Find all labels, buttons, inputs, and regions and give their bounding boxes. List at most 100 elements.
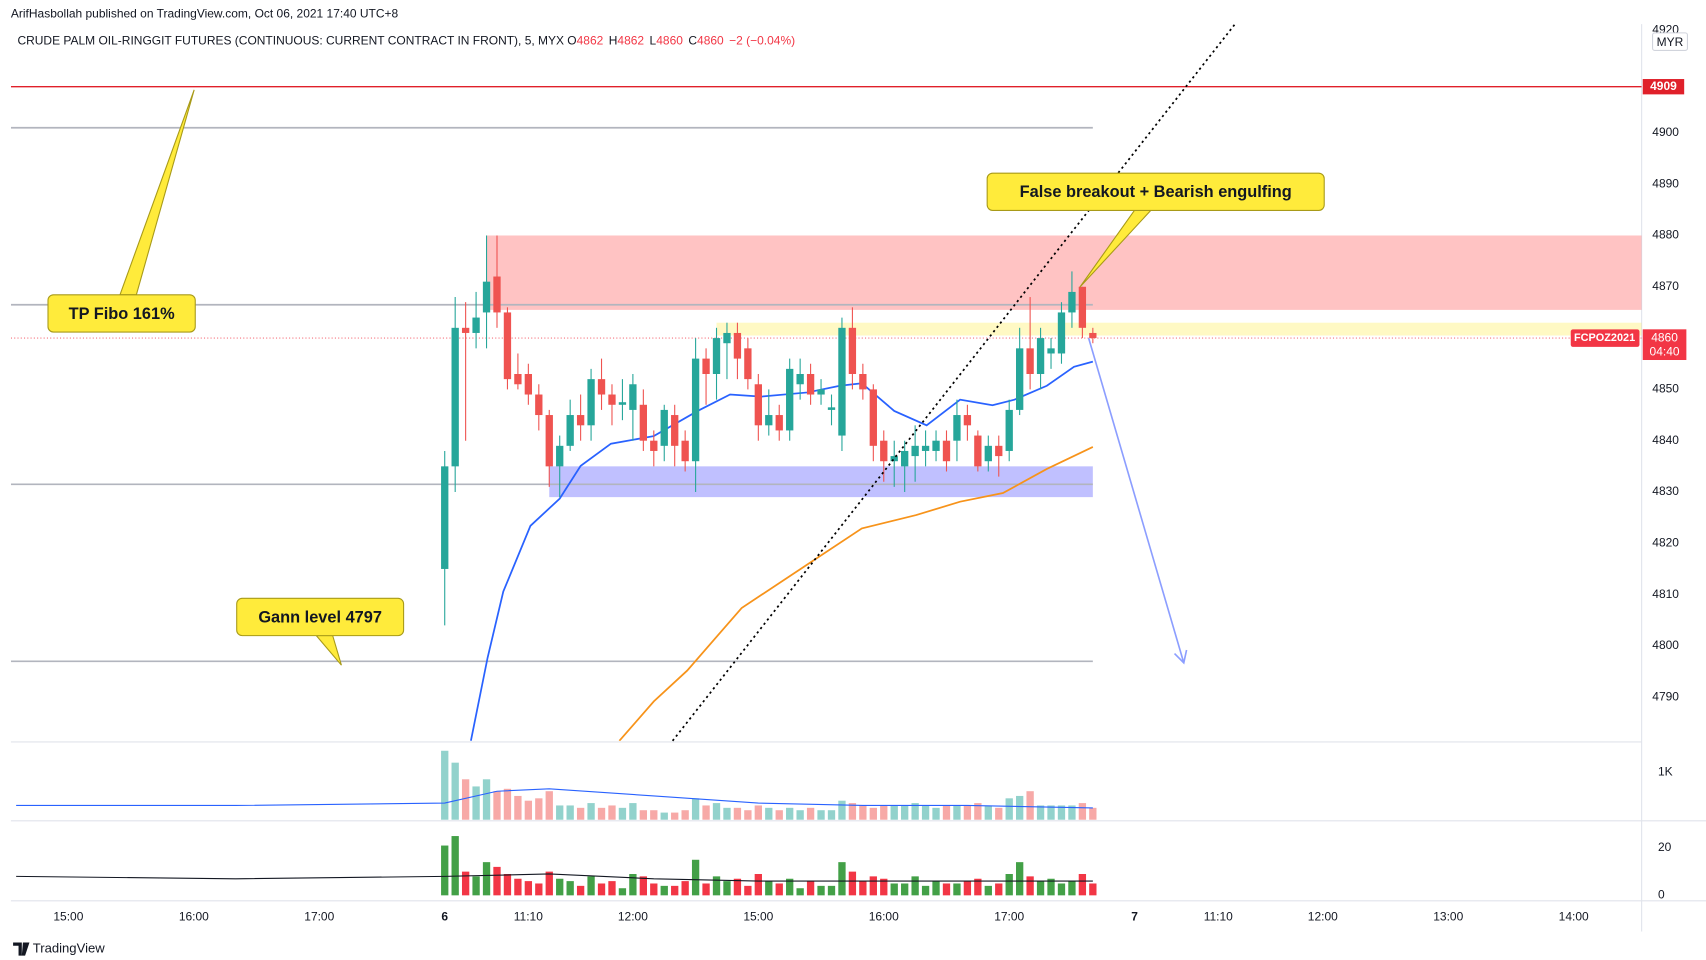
y-tick-label: 4890	[1652, 176, 1679, 190]
level-price-label: 4909	[1650, 79, 1677, 93]
volume-bar	[639, 810, 647, 820]
y-tick-label: 4800	[1652, 638, 1679, 652]
candle-body	[890, 456, 898, 462]
indicator-bar	[1057, 883, 1066, 896]
candle-body	[963, 415, 972, 426]
x-tick-label: 14:00	[1559, 909, 1589, 923]
indicator-bar	[587, 876, 595, 896]
y-tick-label: 4850	[1652, 382, 1679, 396]
candle-body	[1068, 291, 1076, 313]
candle-body	[911, 445, 919, 457]
symbol: CRUDE PALM OIL-RINGGIT FUTURES (CONTINUO…	[17, 34, 564, 48]
volume-bar	[890, 805, 898, 820]
volume-bar	[493, 791, 501, 820]
volume-tick-label: 1K	[1658, 764, 1673, 778]
volume-bar	[1016, 795, 1024, 820]
volume-bar	[597, 807, 606, 820]
volume-bar	[817, 810, 825, 820]
indicator-bar	[608, 881, 616, 896]
candle-body	[472, 317, 480, 333]
x-tick-label: 6	[441, 909, 448, 923]
indicator-tick-label: 0	[1658, 887, 1665, 901]
candle-body	[1078, 286, 1087, 328]
volume-bar	[535, 798, 543, 820]
candle-body	[660, 409, 668, 446]
x-tick-label: 15:00	[743, 909, 773, 923]
indicator-bar	[629, 873, 637, 896]
volume-bar	[796, 810, 804, 820]
symbol-label: FCPOZ2021	[1574, 332, 1635, 344]
candle-body	[441, 466, 449, 569]
candle-body	[859, 374, 867, 390]
candle-body	[587, 379, 595, 426]
volume-bar	[932, 807, 940, 820]
candle-body	[493, 276, 501, 313]
indicator-bar	[723, 881, 731, 896]
volume-bar	[869, 807, 877, 820]
x-tick-label: 15:00	[53, 909, 83, 923]
moving-average	[470, 360, 1094, 741]
candle-body	[921, 445, 930, 451]
candle-body	[1036, 338, 1045, 375]
callout-text: Gann level 4797	[258, 608, 382, 626]
candle-body	[775, 415, 783, 431]
volume-bar	[524, 800, 533, 820]
x-tick-label: 11:10	[514, 909, 543, 923]
candle-body	[953, 415, 961, 441]
volume-bar	[744, 810, 752, 820]
arrow-head	[1173, 649, 1188, 665]
indicator-bar	[681, 881, 689, 896]
candle-body	[712, 338, 721, 375]
volume-bar	[953, 805, 961, 820]
candle-body	[514, 374, 522, 385]
indicator-bar	[566, 881, 574, 896]
volume-bar	[691, 798, 700, 820]
indicator-bar	[639, 876, 647, 896]
volume-bar	[838, 800, 846, 820]
volume-bar	[482, 779, 491, 820]
indicator-bar	[995, 883, 1003, 896]
candle-body	[545, 415, 553, 467]
volume-ma	[16, 788, 1093, 809]
candle-body	[535, 394, 543, 416]
indicator-bar	[744, 885, 752, 896]
indicator-bar	[890, 883, 898, 896]
indicator-bar	[733, 878, 742, 896]
candle-body	[597, 379, 606, 395]
indicator-bar	[1068, 881, 1076, 896]
indicator-bar	[503, 873, 512, 896]
candle-body	[827, 407, 836, 410]
brand: TradingView	[33, 940, 106, 955]
ohlc-key: L	[650, 34, 657, 48]
indicator-bar	[1005, 873, 1013, 896]
volume-bar	[880, 805, 888, 820]
indicator-bar	[796, 888, 804, 896]
volume-bar	[806, 807, 815, 820]
last-price-label: 4860	[1651, 330, 1678, 344]
brand-logo	[13, 942, 30, 956]
candle-body	[1016, 348, 1024, 410]
volume-bar	[566, 805, 574, 820]
volume-bar	[608, 805, 616, 820]
candle-body	[880, 440, 888, 462]
candle-body	[618, 402, 627, 405]
currency: MYR	[1657, 35, 1684, 49]
moving-average	[618, 446, 1094, 741]
indicator-bar	[1089, 883, 1097, 896]
indicator-bar	[618, 888, 627, 896]
plot-area	[10, 86, 1642, 741]
indicator-bar	[869, 876, 877, 896]
volume-bar	[629, 803, 637, 820]
candle-body	[817, 389, 825, 395]
volume-bar	[660, 812, 668, 820]
y-tick-label: 4830	[1652, 484, 1679, 498]
candle-body	[556, 445, 564, 467]
y-tick-label: 4880	[1652, 228, 1679, 242]
volume-bar	[472, 786, 480, 820]
candle-body	[650, 440, 658, 451]
volume-bar	[1068, 805, 1076, 820]
indicator-bar	[880, 878, 888, 896]
x-tick-label: 17:00	[304, 909, 334, 923]
indicator-bar	[786, 878, 794, 896]
volume-bar	[911, 803, 919, 820]
